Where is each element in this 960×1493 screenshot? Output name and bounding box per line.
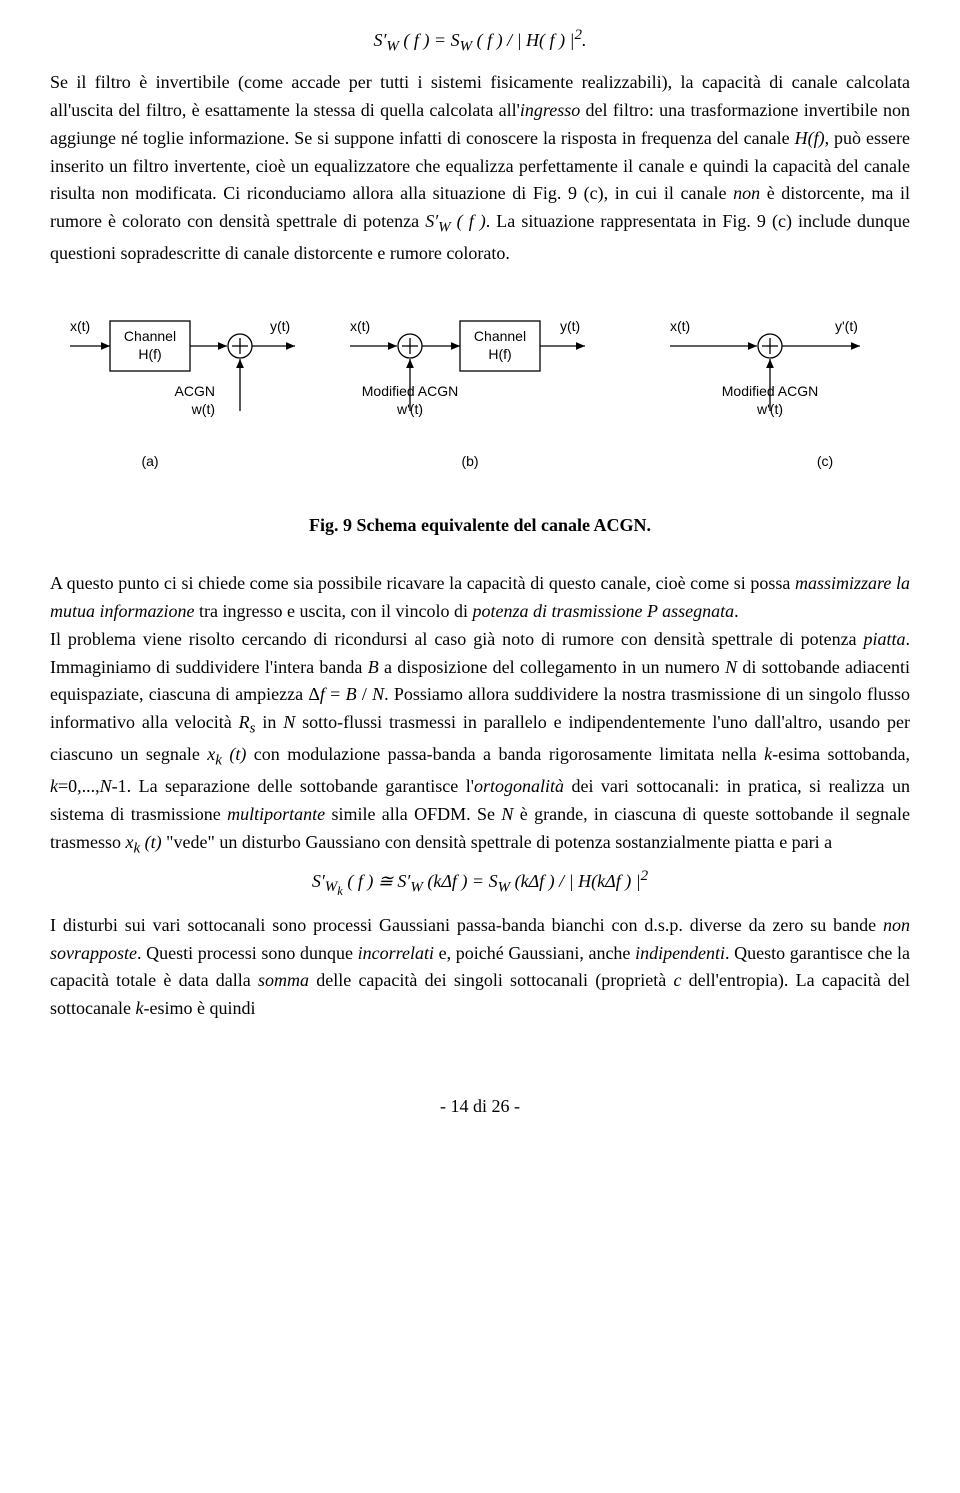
label-wt-a: w(t) xyxy=(191,401,215,417)
paragraph-1: Se il filtro è invertibile (come accade … xyxy=(50,69,910,268)
page: S′W ( f ) = SW ( f ) / | H( f ) |2. Se i… xyxy=(0,0,960,1171)
p4-t2: . Questi processi sono dunque xyxy=(137,943,358,963)
p3-em2: B xyxy=(368,657,379,677)
p3-t10: =0,..., xyxy=(58,776,100,796)
formula-top-text: S′W ( f ) = SW ( f ) / | H( f ) |2. xyxy=(373,30,586,50)
figure-9: .dt { font-family: Arial, Helvetica, san… xyxy=(50,296,910,496)
p2-t3: . xyxy=(734,601,739,621)
p3-em3: N xyxy=(725,657,737,677)
p3-em5: k xyxy=(764,744,772,764)
p4-t3: e, poiché Gaussiani, anche xyxy=(434,943,635,963)
p1-em1: ingresso xyxy=(520,100,580,120)
label-xt-a: x(t) xyxy=(70,318,90,334)
formula-mid-text: S′Wk ( f ) ≅ S′W (kΔf ) = SW (kΔf ) / | … xyxy=(312,871,648,891)
label-xt-b: x(t) xyxy=(350,318,370,334)
subfig-a: x(t) Channel H(f) y(t) ACGN w(t) (a) xyxy=(70,318,295,469)
p3-em1: piatta xyxy=(863,629,905,649)
p4-t5: delle capacità dei singoli sottocanali (… xyxy=(309,970,673,990)
p3-t11: -1. La separazione delle sottobande gara… xyxy=(112,776,474,796)
p3-t9: -esima sottobanda, xyxy=(772,744,910,764)
p4-em4: somma xyxy=(258,970,309,990)
label-acgn-a: ACGN xyxy=(175,383,215,399)
p3-em8: ortogonalità xyxy=(474,776,564,796)
chan-a-1: Channel xyxy=(124,328,176,344)
paragraph-4: I disturbi sui vari sottocanali sono pro… xyxy=(50,912,910,1024)
sub-b: (b) xyxy=(461,453,478,469)
p3-em7: N xyxy=(100,776,112,796)
p1-em3: non xyxy=(733,183,760,203)
p3-t3: a disposizione del collegamento in un nu… xyxy=(379,657,725,677)
label-macgn-c: Modified ACGN xyxy=(722,383,818,399)
p3-sym1: Δf = B / N xyxy=(308,684,384,704)
figure-9-caption: Fig. 9 Schema equivalente del canale ACG… xyxy=(50,512,910,540)
label-xt-c: x(t) xyxy=(670,318,690,334)
p1-em2: H(f) xyxy=(795,128,825,148)
p3-em9: multiportante xyxy=(227,804,325,824)
sub-a: (a) xyxy=(141,453,158,469)
figure-9-svg: .dt { font-family: Arial, Helvetica, san… xyxy=(60,296,900,496)
p3-em6: k xyxy=(50,776,58,796)
p3-t6: in xyxy=(255,712,283,732)
p3-t13: simile alla OFDM. Se xyxy=(325,804,501,824)
chan-b-2: H(f) xyxy=(488,346,511,362)
label-macgn-b: Modified ACGN xyxy=(362,383,458,399)
p3-sym2: Rs xyxy=(239,712,256,732)
p3-t8: con modulazione passa-banda a banda rigo… xyxy=(246,744,764,764)
p4-em3: indipendenti xyxy=(635,943,725,963)
p3-em4: N xyxy=(283,712,295,732)
formula-top: S′W ( f ) = SW ( f ) / | H( f ) |2. xyxy=(50,24,910,59)
label-ypt-c: y'(t) xyxy=(835,318,858,334)
p1-sym: S′W ( f ) xyxy=(425,211,486,231)
p2-em2: potenza di trasmissione P assegnata xyxy=(472,601,734,621)
page-number: - 14 di 26 - xyxy=(50,1093,910,1121)
p4-t1: I disturbi sui vari sottocanali sono pro… xyxy=(50,915,883,935)
p3-sym4: xk (t) xyxy=(126,832,162,852)
p3-t1: Il problema viene risolto cercando di ri… xyxy=(50,629,863,649)
p3-sym3: xk (t) xyxy=(207,744,246,764)
p2-t1: A questo punto ci si chiede come sia pos… xyxy=(50,573,795,593)
p4-t7: -esimo è quindi xyxy=(143,998,255,1018)
chan-b-1: Channel xyxy=(474,328,526,344)
label-yt-a: y(t) xyxy=(270,318,290,334)
p3-t15: "vede" un disturbo Gaussiano con densità… xyxy=(162,832,832,852)
paragraph-3: Il problema viene risolto cercando di ri… xyxy=(50,626,910,861)
chan-a-2: H(f) xyxy=(138,346,161,362)
subfig-c: x(t) y'(t) Modified ACGN w'(t) (c) xyxy=(670,318,860,469)
p4-em2: incorrelati xyxy=(358,943,434,963)
subfig-b: x(t) Channel H(f) y(t) Modified ACGN w'(… xyxy=(350,318,585,469)
paragraph-2: A questo punto ci si chiede come sia pos… xyxy=(50,570,910,626)
p2-t2: tra ingresso e uscita, con il vincolo di xyxy=(195,601,473,621)
label-wpt-b: w'(t) xyxy=(396,401,423,417)
p3-em10: N xyxy=(501,804,513,824)
formula-mid: S′Wk ( f ) ≅ S′W (kΔf ) = SW (kΔf ) / | … xyxy=(50,865,910,902)
sub-c: (c) xyxy=(817,453,833,469)
label-yt-b: y(t) xyxy=(560,318,580,334)
label-wpt-c: w'(t) xyxy=(756,401,783,417)
